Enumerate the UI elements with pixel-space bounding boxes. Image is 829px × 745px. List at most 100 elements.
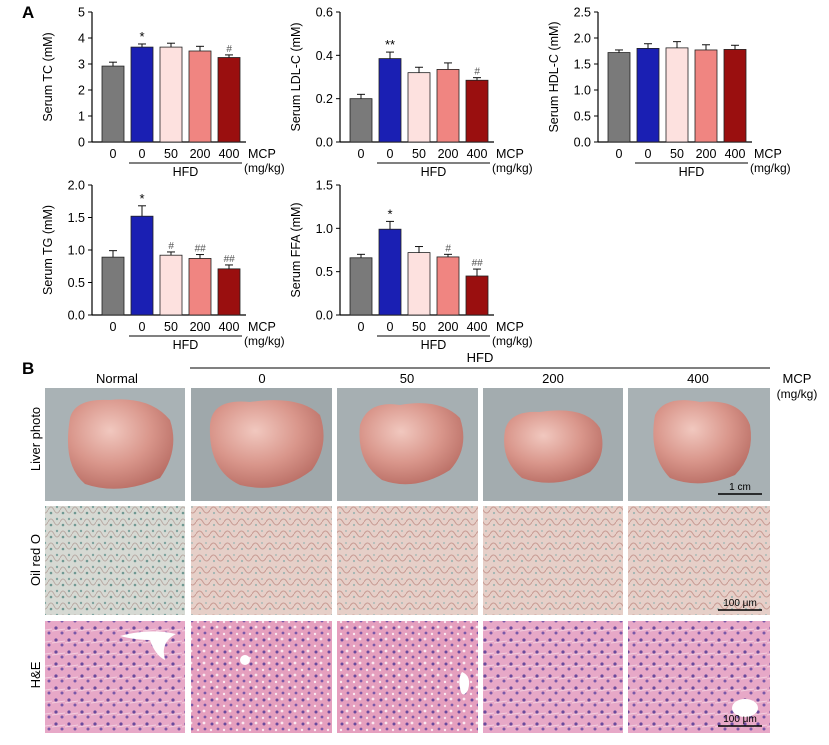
scale-label-he: 100 μm [723, 714, 757, 725]
annotation-4-3: # [445, 243, 451, 254]
hfd-label-2: HFD [679, 165, 705, 179]
x-tick-label-0-1: 0 [139, 147, 146, 161]
y-tick-label-4-0: 0.0 [316, 309, 333, 323]
y-tick-label-3-1: 0.5 [68, 276, 85, 290]
hfd-label-4: HFD [421, 338, 447, 352]
x-tick-label-0-3: 200 [190, 147, 211, 161]
col-header-200: 200 [542, 371, 564, 386]
he-row: 100 μm [45, 621, 770, 733]
annotation-0-4: # [226, 44, 232, 55]
x-tick-label-3-2: 50 [164, 320, 178, 334]
he-50 [337, 621, 478, 733]
col-header-normal: Normal [96, 371, 138, 386]
col-header-400: 400 [687, 371, 709, 386]
scale-label-liver: 1 cm [729, 482, 751, 493]
x-tick-label-1-1: 0 [387, 147, 394, 161]
x-tick-label-2-3: 200 [696, 147, 717, 161]
y-axis-label-1: Serum LDL-C (mM) [289, 22, 303, 131]
mcp-label-b: MCP [783, 371, 812, 386]
y-tick-label-1-0: 0.0 [316, 136, 333, 150]
annotation-0-1: * [139, 29, 144, 44]
x-tick-label-0-4: 400 [219, 147, 240, 161]
x-tick-label-4-3: 200 [438, 320, 459, 334]
x-tick-label-3-0: 0 [110, 320, 117, 334]
he-normal-vessel [120, 631, 176, 660]
annotation-3-2: # [168, 241, 174, 252]
annotation-3-4: ## [223, 254, 235, 265]
y-tick-label-2-2: 1.0 [574, 84, 591, 98]
liver-normal [67, 399, 174, 489]
mcp-label-3: MCP [248, 320, 276, 334]
x-tick-label-1-0: 0 [358, 147, 365, 161]
panel-label-b: B [22, 359, 34, 378]
y-tick-label-3-4: 2.0 [68, 179, 85, 193]
x-tick-label-4-4: 400 [467, 320, 488, 334]
row-label-liver: Liver photo [28, 407, 43, 471]
x-tick-label-1-4: 400 [467, 147, 488, 161]
y-axis-label-2: Serum HDL-C (mM) [547, 21, 561, 132]
x-tick-label-1-2: 50 [412, 147, 426, 161]
y-tick-label-4-1: 0.5 [316, 265, 333, 279]
unit-label-b: (mg/kg) [777, 387, 818, 401]
liver-200 [504, 410, 603, 483]
oil-red-normal [45, 506, 185, 615]
x-tick-label-2-2: 50 [670, 147, 684, 161]
he-400-vessel [732, 699, 758, 717]
y-tick-label-2-4: 2.0 [574, 32, 591, 46]
liver-50 [359, 403, 464, 485]
y-tick-label-1-3: 0.6 [316, 6, 333, 20]
unit-label-4: (mg/kg) [492, 334, 533, 348]
x-tick-label-3-3: 200 [190, 320, 211, 334]
col-header-50: 50 [400, 371, 414, 386]
liver-photo-row: 1 cm [45, 388, 770, 501]
y-tick-label-0-2: 2 [78, 84, 85, 98]
col-header-0: 0 [258, 371, 265, 386]
annotation-1-1: ** [385, 37, 395, 52]
unit-label-3: (mg/kg) [244, 334, 285, 348]
x-tick-label-1-3: 200 [438, 147, 459, 161]
y-tick-label-1-1: 0.2 [316, 92, 333, 106]
oil-red-400 [628, 506, 770, 615]
x-tick-label-3-4: 400 [219, 320, 240, 334]
x-tick-label-4-1: 0 [387, 320, 394, 334]
oil-red-row: 100 μm [45, 506, 770, 615]
x-tick-label-2-0: 0 [616, 147, 623, 161]
annotation-3-1: * [139, 191, 144, 206]
panel-label-a: A [22, 3, 34, 22]
y-tick-label-3-0: 0.0 [68, 309, 85, 323]
oil-red-200 [483, 506, 623, 615]
y-tick-label-3-3: 1.5 [68, 211, 85, 225]
x-tick-label-2-4: 400 [725, 147, 746, 161]
liver-400 [653, 400, 751, 484]
he-200 [483, 621, 623, 733]
mcp-label-2: MCP [754, 147, 782, 161]
hfd-label-1: HFD [421, 165, 447, 179]
x-tick-label-3-1: 0 [139, 320, 146, 334]
x-tick-label-4-2: 50 [412, 320, 426, 334]
y-tick-label-2-5: 2.5 [574, 6, 591, 20]
annotation-4-4: ## [471, 258, 483, 269]
unit-label-0: (mg/kg) [244, 161, 285, 175]
mcp-label-1: MCP [496, 147, 524, 161]
mcp-label-4: MCP [496, 320, 524, 334]
annotation-4-1: * [387, 206, 392, 221]
oil-red-50 [337, 506, 478, 615]
y-tick-label-2-0: 0.0 [574, 136, 591, 150]
y-axis-label-0: Serum TC (mM) [41, 32, 55, 121]
y-tick-label-0-3: 3 [78, 58, 85, 72]
he-0 [191, 621, 332, 733]
mcp-label-0: MCP [248, 147, 276, 161]
annotation-3-3: ## [194, 244, 206, 255]
y-tick-label-0-5: 5 [78, 6, 85, 20]
y-tick-label-0-4: 4 [78, 32, 85, 46]
y-tick-label-2-3: 1.5 [574, 58, 591, 72]
unit-label-1: (mg/kg) [492, 161, 533, 175]
y-tick-label-4-3: 1.5 [316, 179, 333, 193]
he-50-vessel [459, 672, 470, 695]
hfd-label-b: HFD [467, 350, 494, 365]
unit-label-2: (mg/kg) [750, 161, 791, 175]
x-tick-label-4-0: 0 [358, 320, 365, 334]
